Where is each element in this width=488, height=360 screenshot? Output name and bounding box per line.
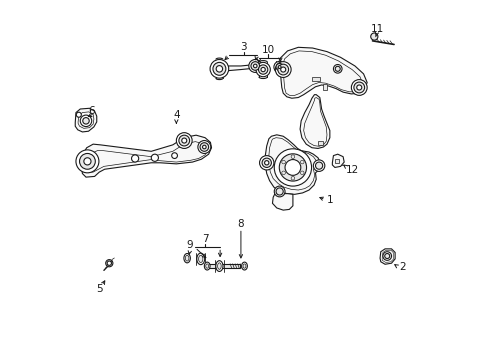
- Circle shape: [198, 140, 210, 153]
- Bar: [311, 77, 319, 81]
- Circle shape: [285, 159, 300, 175]
- Ellipse shape: [205, 264, 208, 268]
- Polygon shape: [228, 64, 255, 71]
- Ellipse shape: [196, 253, 204, 265]
- Circle shape: [261, 67, 265, 72]
- Circle shape: [255, 62, 270, 77]
- Circle shape: [151, 154, 158, 161]
- Circle shape: [276, 63, 283, 71]
- Text: 10: 10: [261, 45, 274, 55]
- Bar: [207, 264, 240, 268]
- Circle shape: [290, 176, 294, 180]
- Bar: [334, 159, 339, 163]
- Text: 6: 6: [88, 106, 95, 116]
- Circle shape: [80, 115, 92, 127]
- Circle shape: [276, 188, 283, 195]
- Circle shape: [176, 133, 192, 148]
- Circle shape: [216, 66, 222, 72]
- Ellipse shape: [241, 262, 247, 270]
- Ellipse shape: [243, 264, 245, 268]
- Text: 4: 4: [173, 111, 179, 121]
- Ellipse shape: [183, 253, 190, 263]
- Circle shape: [105, 260, 113, 267]
- Ellipse shape: [204, 262, 210, 270]
- Circle shape: [248, 59, 261, 72]
- Circle shape: [353, 82, 364, 93]
- Text: 11: 11: [370, 24, 383, 35]
- Polygon shape: [265, 135, 320, 194]
- Circle shape: [76, 150, 99, 173]
- Circle shape: [300, 160, 304, 164]
- Polygon shape: [81, 135, 211, 177]
- Circle shape: [356, 85, 361, 90]
- Circle shape: [210, 59, 228, 78]
- Circle shape: [212, 62, 225, 75]
- Circle shape: [384, 253, 389, 258]
- Text: 7: 7: [202, 234, 208, 244]
- Circle shape: [279, 154, 306, 181]
- Circle shape: [333, 64, 341, 73]
- Circle shape: [131, 155, 139, 162]
- Ellipse shape: [198, 255, 203, 262]
- Circle shape: [351, 80, 366, 95]
- Ellipse shape: [217, 263, 221, 269]
- Circle shape: [262, 158, 271, 167]
- Circle shape: [253, 64, 257, 68]
- Circle shape: [290, 155, 294, 158]
- Text: 12: 12: [345, 165, 358, 175]
- Circle shape: [313, 160, 324, 171]
- Bar: [322, 84, 326, 90]
- Circle shape: [82, 118, 89, 124]
- Text: 9: 9: [186, 240, 193, 250]
- Circle shape: [274, 149, 311, 186]
- Circle shape: [200, 143, 208, 151]
- Circle shape: [300, 171, 304, 175]
- Circle shape: [259, 156, 273, 170]
- Circle shape: [382, 252, 391, 260]
- Polygon shape: [332, 154, 344, 167]
- Circle shape: [281, 160, 285, 164]
- Circle shape: [171, 153, 177, 158]
- Polygon shape: [300, 95, 329, 148]
- Circle shape: [258, 65, 267, 74]
- Circle shape: [281, 171, 285, 175]
- Polygon shape: [379, 249, 394, 264]
- Bar: [318, 141, 322, 145]
- Circle shape: [264, 161, 268, 165]
- Circle shape: [278, 66, 281, 68]
- Ellipse shape: [215, 261, 223, 271]
- Text: 3: 3: [240, 42, 246, 52]
- Text: 8: 8: [237, 219, 244, 229]
- Circle shape: [277, 64, 288, 75]
- Circle shape: [182, 138, 186, 143]
- Circle shape: [76, 112, 81, 117]
- Ellipse shape: [185, 255, 188, 261]
- Circle shape: [202, 145, 206, 149]
- Text: 1: 1: [326, 195, 333, 205]
- Circle shape: [80, 153, 95, 169]
- Polygon shape: [75, 108, 97, 132]
- Polygon shape: [279, 47, 366, 98]
- Circle shape: [273, 61, 285, 73]
- Circle shape: [275, 62, 290, 77]
- Circle shape: [107, 261, 111, 265]
- Text: 5: 5: [96, 284, 102, 294]
- Text: 2: 2: [398, 262, 405, 272]
- Circle shape: [250, 62, 259, 70]
- Circle shape: [370, 33, 377, 40]
- Circle shape: [335, 66, 340, 71]
- Circle shape: [280, 67, 285, 72]
- Circle shape: [274, 186, 285, 197]
- Circle shape: [179, 135, 189, 146]
- Polygon shape: [272, 192, 292, 210]
- Circle shape: [83, 158, 91, 165]
- Circle shape: [315, 162, 322, 169]
